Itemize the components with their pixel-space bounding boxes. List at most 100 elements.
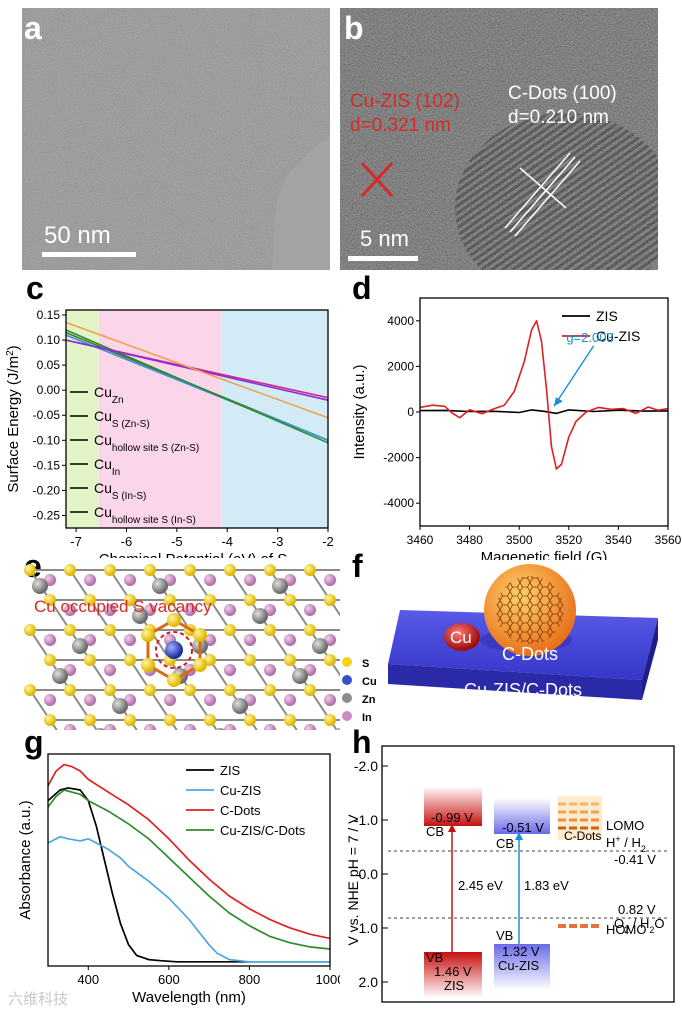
legend-label-sub-2: hollow site S (Zn-S) bbox=[112, 443, 199, 454]
in-atom bbox=[44, 634, 56, 646]
s-atom bbox=[244, 654, 256, 666]
bond bbox=[249, 659, 271, 691]
zn-atom-icon bbox=[342, 693, 352, 703]
substrate-label: Cu-ZIS/C-Dots bbox=[464, 680, 582, 700]
series-line-2 bbox=[47, 763, 331, 940]
legend-label-0: ZIS bbox=[220, 763, 241, 778]
s-atom bbox=[24, 684, 36, 696]
ytick-2: -1.0 bbox=[354, 812, 378, 828]
in-atom bbox=[264, 724, 276, 730]
zn-atom bbox=[94, 728, 106, 730]
s-atom bbox=[224, 624, 236, 636]
s-atom bbox=[164, 714, 176, 726]
panel-label-b: b bbox=[344, 10, 364, 46]
series-line-0 bbox=[47, 787, 330, 963]
s-atom bbox=[324, 714, 336, 726]
zn-atom bbox=[152, 578, 168, 594]
legend-label-2: C-Dots bbox=[220, 803, 261, 818]
legend-label-1: Cu-ZIS bbox=[220, 783, 262, 798]
y-tick-label-7: 0.10 bbox=[37, 333, 61, 347]
x-tick-label-5: -2 bbox=[322, 534, 334, 549]
series-line-1 bbox=[419, 320, 669, 470]
substrate-side bbox=[642, 618, 658, 700]
cuzis-gap: 1.83 eV bbox=[524, 878, 569, 893]
bond bbox=[209, 659, 231, 691]
y-axis-title-main: Surface Energy (J/m bbox=[5, 356, 22, 493]
bond bbox=[229, 629, 251, 661]
series-line-3 bbox=[65, 329, 329, 444]
in-atom bbox=[124, 574, 136, 586]
cuzis-cb-block bbox=[494, 798, 550, 834]
legend-label-1: Cu-ZIS bbox=[596, 328, 640, 344]
legend-label-4: CuS (In-S) bbox=[94, 480, 146, 502]
s-atom bbox=[144, 564, 156, 576]
s-atom bbox=[64, 564, 76, 576]
y-tick-label-3: -0.10 bbox=[33, 433, 61, 447]
in-atom bbox=[244, 634, 256, 646]
legend-label-sub-0: Zn bbox=[112, 395, 124, 406]
bond bbox=[129, 659, 151, 691]
in-atom bbox=[224, 724, 236, 730]
s-atom-icon bbox=[342, 657, 352, 667]
cu-atom-icon bbox=[342, 675, 352, 685]
bond bbox=[89, 719, 98, 730]
panel-label-d: d bbox=[352, 270, 372, 306]
zn-atom bbox=[214, 728, 226, 730]
ytick-5: 2.0 bbox=[359, 974, 379, 990]
in-atom bbox=[64, 604, 76, 616]
cuzis-cb-label: CB bbox=[496, 836, 514, 851]
y-tick-label-6: 0.05 bbox=[37, 358, 61, 372]
x-axis-title: Chemical Potential (eV) of S bbox=[99, 551, 287, 558]
y-axis-title-sup: 2 bbox=[5, 350, 16, 356]
bond bbox=[49, 719, 58, 730]
x-tick-label-2: -5 bbox=[171, 534, 183, 549]
band-diagram: -2.0 -1.0 0.0 1.0 2.0 V vs. NHE pH = 7 /… bbox=[345, 745, 675, 1003]
in-atom bbox=[184, 724, 196, 730]
y-tick-label-0: -4000 bbox=[383, 496, 414, 510]
zis-cb-value: -0.99 V bbox=[431, 810, 473, 825]
bond bbox=[209, 599, 231, 631]
in-atom bbox=[104, 664, 116, 676]
x-tick-label-4: -3 bbox=[272, 534, 284, 549]
s-atom bbox=[104, 624, 116, 636]
cu-atom bbox=[165, 641, 183, 659]
zn-atom bbox=[132, 608, 148, 624]
region-1 bbox=[98, 310, 222, 528]
s-atom bbox=[324, 654, 336, 666]
y-tick-label-4: 4000 bbox=[387, 314, 414, 328]
schematic-f: Cu C-Dots Cu-ZIS/C-Dots bbox=[388, 564, 658, 700]
legend-label-2: Cuhollow site S (Zn-S) bbox=[94, 432, 199, 454]
bond bbox=[109, 569, 131, 601]
legend-label-3: Cu-ZIS/C-Dots bbox=[220, 823, 306, 838]
zn-atom bbox=[334, 728, 340, 730]
in-atom bbox=[104, 724, 116, 730]
zis-cb-block bbox=[424, 786, 482, 826]
x-tick-label-0: -7 bbox=[70, 534, 82, 549]
bond bbox=[169, 719, 178, 730]
bond bbox=[149, 689, 171, 721]
in-atom bbox=[144, 724, 156, 730]
in-atom bbox=[124, 634, 136, 646]
in-atom bbox=[84, 574, 96, 586]
zn-atom bbox=[72, 638, 88, 654]
band-y-label: V vs. NHE pH = 7 / V bbox=[345, 814, 361, 946]
cdots-fringe-label: C-Dots (100) d=0.210 nm bbox=[508, 82, 617, 130]
bond bbox=[89, 659, 111, 691]
s-atom bbox=[124, 654, 136, 666]
cdots-plane-text: C-Dots (100) bbox=[508, 83, 617, 104]
scale-bar-a bbox=[42, 252, 136, 257]
bond bbox=[269, 689, 291, 721]
bond bbox=[189, 689, 211, 721]
in-atom bbox=[224, 604, 236, 616]
zis-name: ZIS bbox=[444, 978, 465, 993]
bond bbox=[109, 629, 131, 661]
s-atom bbox=[244, 714, 256, 726]
bond bbox=[69, 569, 91, 601]
s-atom bbox=[304, 624, 316, 636]
annotation-label: g=2.003 bbox=[566, 330, 613, 345]
legend-label-main-0: Cu bbox=[94, 384, 112, 400]
zn-atom bbox=[312, 638, 328, 654]
cu-label: Cu bbox=[450, 628, 472, 647]
o-couple-label: O2 / H2O bbox=[614, 916, 665, 935]
panel-label-c: c bbox=[26, 270, 44, 306]
